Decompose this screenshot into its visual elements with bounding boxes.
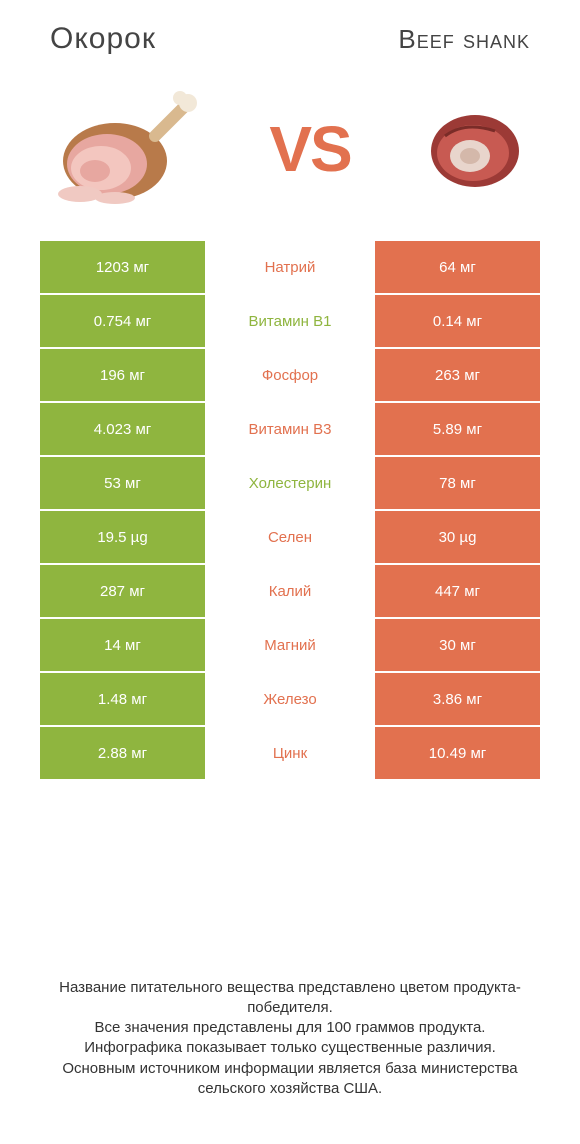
nutrient-label: Магний bbox=[205, 619, 375, 671]
table-row: 4.023 мгВитамин B35.89 мг bbox=[40, 403, 540, 455]
left-value: 19.5 µg bbox=[40, 511, 205, 563]
table-row: 196 мгФосфор263 мг bbox=[40, 349, 540, 401]
right-product-title: Beef shank bbox=[398, 24, 530, 55]
vs-label: VS bbox=[269, 112, 350, 186]
left-value: 53 мг bbox=[40, 457, 205, 509]
beef-shank-icon bbox=[415, 91, 535, 206]
left-value: 1203 мг bbox=[40, 241, 205, 293]
right-value: 447 мг bbox=[375, 565, 540, 617]
left-value: 1.48 мг bbox=[40, 673, 205, 725]
footer-line: Все значения представлены для 100 граммо… bbox=[28, 1018, 552, 1038]
table-row: 19.5 µgСелен30 µg bbox=[40, 511, 540, 563]
table-row: 1.48 мгЖелезо3.86 мг bbox=[40, 673, 540, 725]
left-value: 0.754 мг bbox=[40, 295, 205, 347]
nutrient-label: Витамин B3 bbox=[205, 403, 375, 455]
left-value: 196 мг bbox=[40, 349, 205, 401]
left-value: 14 мг bbox=[40, 619, 205, 671]
left-value: 2.88 мг bbox=[40, 727, 205, 779]
table-row: 14 мгМагний30 мг bbox=[40, 619, 540, 671]
ham-icon bbox=[45, 86, 205, 211]
right-value: 78 мг bbox=[375, 457, 540, 509]
right-value: 10.49 мг bbox=[375, 727, 540, 779]
footer-notes: Название питательного вещества представл… bbox=[0, 978, 580, 1100]
right-value: 0.14 мг bbox=[375, 295, 540, 347]
table-row: 0.754 мгВитамин B10.14 мг bbox=[40, 295, 540, 347]
nutrient-label: Калий bbox=[205, 565, 375, 617]
right-value: 64 мг bbox=[375, 241, 540, 293]
comparison-table: 1203 мгНатрий64 мг0.754 мгВитамин B10.14… bbox=[40, 241, 540, 779]
nutrient-label: Холестерин bbox=[205, 457, 375, 509]
nutrient-label: Селен bbox=[205, 511, 375, 563]
header: Окорок Beef shank bbox=[0, 0, 580, 66]
table-row: 2.88 мгЦинк10.49 мг bbox=[40, 727, 540, 779]
hero-row: VS bbox=[0, 66, 580, 241]
left-product-title: Окорок bbox=[50, 22, 156, 56]
left-value: 287 мг bbox=[40, 565, 205, 617]
nutrient-label: Фосфор bbox=[205, 349, 375, 401]
right-value: 3.86 мг bbox=[375, 673, 540, 725]
nutrient-label: Витамин B1 bbox=[205, 295, 375, 347]
right-value: 5.89 мг bbox=[375, 403, 540, 455]
footer-line: Инфографика показывает только существенн… bbox=[28, 1038, 552, 1058]
right-value: 263 мг bbox=[375, 349, 540, 401]
nutrient-label: Железо bbox=[205, 673, 375, 725]
footer-line: Основным источником информации является … bbox=[28, 1059, 552, 1100]
table-row: 53 мгХолестерин78 мг bbox=[40, 457, 540, 509]
left-value: 4.023 мг bbox=[40, 403, 205, 455]
nutrient-label: Натрий bbox=[205, 241, 375, 293]
right-value: 30 µg bbox=[375, 511, 540, 563]
nutrient-label: Цинк bbox=[205, 727, 375, 779]
table-row: 1203 мгНатрий64 мг bbox=[40, 241, 540, 293]
table-row: 287 мгКалий447 мг bbox=[40, 565, 540, 617]
right-value: 30 мг bbox=[375, 619, 540, 671]
footer-line: Название питательного вещества представл… bbox=[28, 978, 552, 1019]
